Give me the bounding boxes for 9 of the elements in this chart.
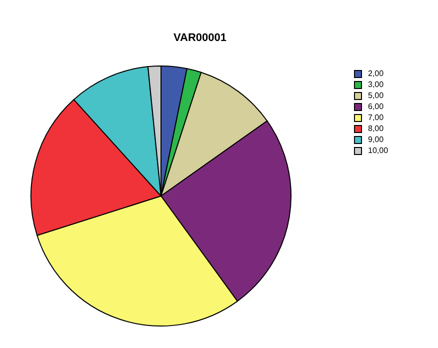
chart-title: VAR00001 — [172, 32, 228, 44]
legend-label: 9,00 — [368, 135, 384, 144]
legend-label: 7,00 — [368, 113, 384, 122]
legend-label: 3,00 — [368, 80, 384, 89]
legend-label: 10,00 — [368, 146, 388, 155]
legend-label: 8,00 — [368, 124, 384, 133]
legend-label: 5,00 — [368, 91, 384, 100]
legend-label: 2,00 — [368, 69, 384, 78]
legend-label: 6,00 — [368, 102, 384, 111]
